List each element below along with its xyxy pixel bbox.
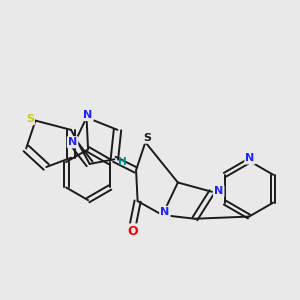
Text: N: N — [245, 153, 255, 164]
Text: N: N — [214, 186, 224, 196]
Text: H: H — [118, 158, 127, 167]
Text: N: N — [160, 207, 170, 217]
Text: S: S — [26, 114, 34, 124]
Text: S: S — [143, 133, 151, 142]
Text: N: N — [68, 137, 77, 147]
Text: N: N — [83, 110, 93, 120]
Text: O: O — [128, 225, 138, 238]
